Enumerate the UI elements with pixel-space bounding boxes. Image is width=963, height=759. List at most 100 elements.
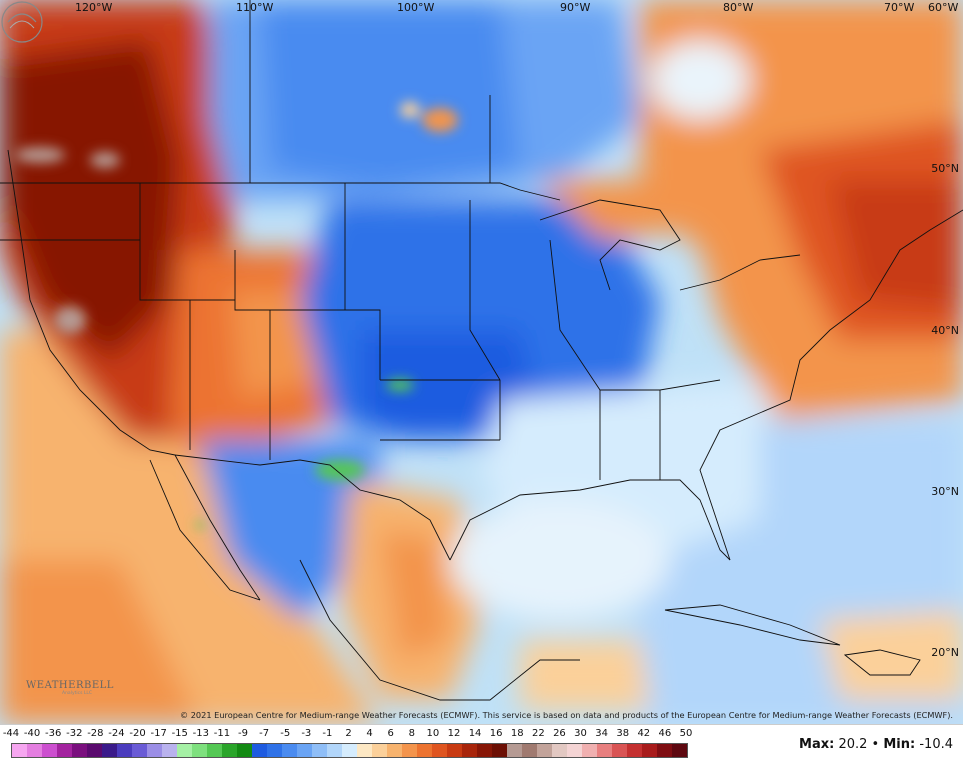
legend-tick-label: 2 xyxy=(345,728,352,739)
color-scale-swatch xyxy=(402,744,417,757)
legend-tick-label: -24 xyxy=(108,728,125,739)
longitude-label: 70°W xyxy=(884,1,915,14)
color-scale-swatch xyxy=(162,744,177,757)
legend-tick-label: -28 xyxy=(87,728,104,739)
color-scale-swatch xyxy=(42,744,57,757)
color-scale-swatch xyxy=(522,744,537,757)
legend-tick-label: -7 xyxy=(259,728,270,739)
longitude-label: 80°W xyxy=(723,1,754,14)
legend-tick-label: 26 xyxy=(553,728,566,739)
color-scale-swatch xyxy=(642,744,657,757)
max-label: Max: xyxy=(799,737,835,752)
color-scale-swatch xyxy=(387,744,402,757)
legend-tick-label: -40 xyxy=(23,728,41,739)
legend-tick-label: 38 xyxy=(616,728,630,739)
max-min-stats: Max: 20.2 • Min: -10.4 xyxy=(799,737,953,752)
longitude-label: 60°W xyxy=(928,1,959,14)
longitude-label: 90°W xyxy=(560,1,591,14)
color-scale-swatch xyxy=(492,744,507,757)
borders xyxy=(0,0,963,701)
color-scale-swatch xyxy=(252,744,267,757)
color-scale-swatch xyxy=(57,744,72,757)
legend-tick-label: -44 xyxy=(2,728,20,739)
color-scale-swatch xyxy=(147,744,162,757)
color-scale-swatch xyxy=(342,744,357,757)
color-scale-swatch xyxy=(552,744,567,757)
color-scale-swatch xyxy=(312,744,327,757)
legend-tick-label: -17 xyxy=(150,728,167,739)
color-scale-swatch xyxy=(102,744,117,757)
color-scale-swatch xyxy=(462,744,477,757)
color-scale-swatch xyxy=(87,744,102,757)
color-scale-swatch xyxy=(657,744,672,757)
latitude-label: 30°N xyxy=(931,485,959,498)
legend-tick-label: -36 xyxy=(45,728,62,739)
max-value: 20.2 xyxy=(838,737,868,752)
color-scale-swatch xyxy=(327,744,342,757)
color-scale-swatch xyxy=(432,744,447,757)
longitude-label: 110°W xyxy=(236,1,274,14)
color-scale-swatch xyxy=(477,744,492,757)
legend-tick-label: -11 xyxy=(213,728,231,739)
legend-tick-label: 12 xyxy=(447,728,461,739)
color-scale-swatch xyxy=(372,744,387,757)
logo-subtext: Analytics LLC xyxy=(62,691,93,696)
color-scale-swatch xyxy=(297,744,312,757)
map-canvas xyxy=(0,0,963,724)
legend-tick-label: 22 xyxy=(531,728,545,739)
color-scale-swatch xyxy=(537,744,552,757)
legend-ticks: -44 -40 -36 -32 -28 -24 -20 -17 -15 -13 -11 -9 -7 -5-… xyxy=(3,728,693,742)
color-scale-swatch xyxy=(222,744,237,757)
legend-tick-label: 46 xyxy=(658,728,672,739)
longitude-label: 100°W xyxy=(397,1,435,14)
legend-tick-label: 30 xyxy=(574,728,587,739)
legend-tick-label: -5 xyxy=(280,728,291,739)
longitude-label: 120°W xyxy=(75,1,113,14)
legend-tick-label: -13 xyxy=(192,728,210,739)
color-scale-swatch xyxy=(672,744,687,757)
color-scale-swatch xyxy=(27,744,42,757)
logo-text: WEATHERBELL xyxy=(26,680,114,691)
legend-tick-label: 6 xyxy=(387,728,394,739)
color-scale-swatch xyxy=(72,744,87,757)
color-scale-swatch xyxy=(132,744,147,757)
legend-bar: -44 -40 -36 -32 -28 -24 -20 -17 -15 -13 -11 -9 -7 -5-… xyxy=(0,724,963,759)
color-scale-swatch xyxy=(612,744,627,757)
color-scale-swatch xyxy=(627,744,642,757)
legend-tick-label: 34 xyxy=(595,728,608,739)
anomaly-field xyxy=(0,0,963,724)
legend-tick-label: 16 xyxy=(489,728,503,739)
legend-tick-label: -1 xyxy=(322,728,333,739)
color-scale-swatch xyxy=(267,744,282,757)
legend-tick-label: 10 xyxy=(426,728,440,739)
stats-separator: • xyxy=(871,737,880,752)
color-scale-swatch xyxy=(567,744,582,757)
color-scale-swatch xyxy=(447,744,462,757)
min-value: -10.4 xyxy=(919,737,953,752)
color-scale-swatch xyxy=(177,744,192,757)
color-scale-swatch xyxy=(357,744,372,757)
legend-tick-label: -15 xyxy=(171,728,188,739)
legend-tick-label: -9 xyxy=(238,728,249,739)
color-scale-swatch xyxy=(582,744,597,757)
legend-tick-label: 14 xyxy=(468,728,482,739)
legend-tick-label: 18 xyxy=(510,728,524,739)
temperature-anomaly-map: 120°W 110°W 100°W 90°W 80°W 70°W 60°W 50… xyxy=(0,0,963,724)
color-scale-swatch xyxy=(282,744,297,757)
legend-tick-label: 42 xyxy=(637,728,651,739)
color-scale-swatch xyxy=(417,744,432,757)
legend-tick-label: 50 xyxy=(679,728,693,739)
weatherbell-logo-icon xyxy=(1,1,43,43)
legend-tick-label: 8 xyxy=(408,728,415,739)
color-scale xyxy=(11,743,688,758)
legend-tick-label: 4 xyxy=(366,728,373,739)
legend-tick-label: -32 xyxy=(66,728,83,739)
latitude-label: 50°N xyxy=(931,162,959,175)
color-scale-swatch xyxy=(237,744,252,757)
legend-tick-label: -3 xyxy=(301,728,312,739)
anomaly-detail xyxy=(15,102,458,529)
latitude-label: 40°N xyxy=(931,324,959,337)
color-scale-swatch xyxy=(192,744,207,757)
min-label: Min: xyxy=(883,737,916,752)
color-scale-swatch xyxy=(207,744,222,757)
